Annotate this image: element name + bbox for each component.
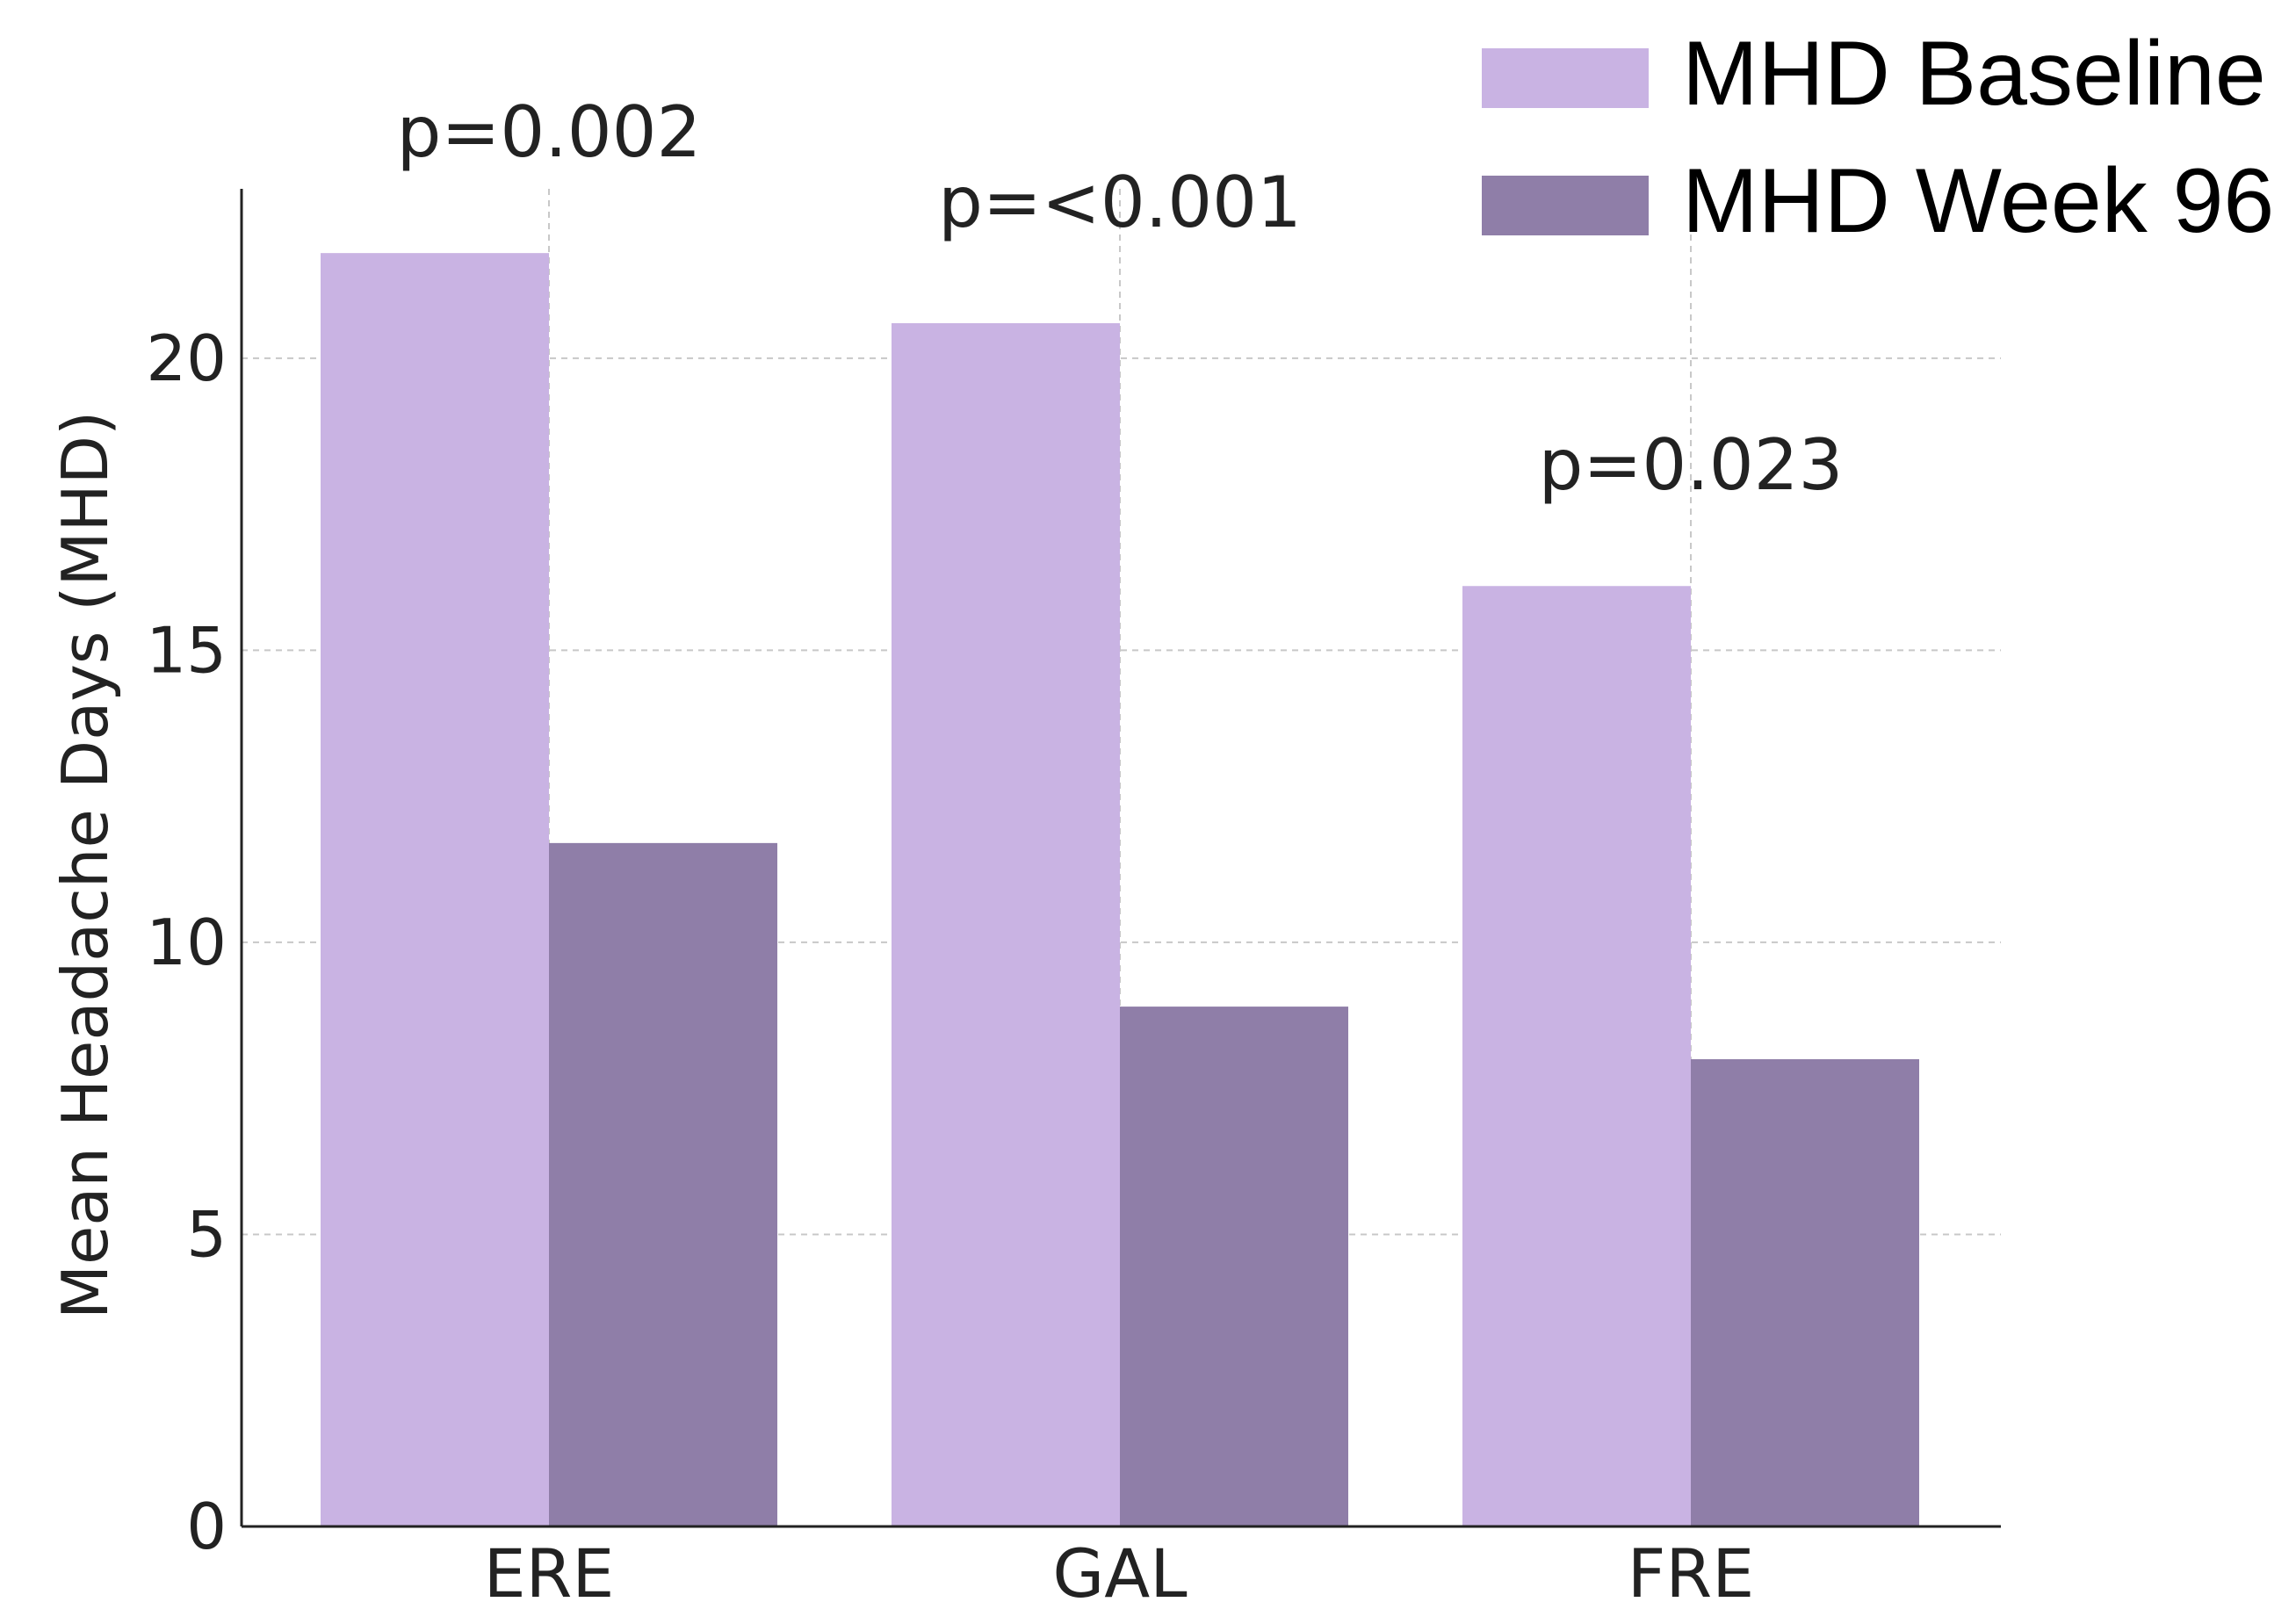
bars bbox=[321, 253, 1919, 1526]
y-tick-label-20: 20 bbox=[146, 321, 227, 395]
y-tick-label-10: 10 bbox=[146, 906, 227, 979]
p-value-annotations: p=0.002 p=<0.001 p=0.023 bbox=[397, 91, 1844, 506]
bar-mhd-week-96-ere bbox=[549, 842, 777, 1526]
bar-mhd-week-96-gal bbox=[1120, 1007, 1348, 1526]
legend-swatch-mhd-baseline bbox=[1482, 48, 1649, 108]
x-tick-label-gal: GAL bbox=[1052, 1534, 1187, 1602]
y-tick-label-5: 5 bbox=[186, 1197, 227, 1271]
bar-mhd-baseline-fre bbox=[1462, 586, 1691, 1526]
legend: MHD Baseline MHD Week 96 bbox=[1482, 23, 2274, 252]
p-value-annotation-gal: p=<0.001 bbox=[938, 162, 1302, 243]
y-axis-label: Mean Headache Days (MHD) bbox=[48, 411, 122, 1319]
bar-mhd-baseline-gal bbox=[892, 322, 1120, 1526]
p-value-annotation-fre: p=0.023 bbox=[1539, 424, 1844, 506]
p-value-annotation-ere: p=0.002 bbox=[397, 91, 702, 173]
y-tick-label-15: 15 bbox=[146, 613, 227, 687]
x-tick-label-ere: ERE bbox=[484, 1534, 615, 1602]
y-axis-ticks: 0 5 10 15 20 bbox=[146, 321, 227, 1563]
x-axis-ticks: ERE GAL FRE bbox=[484, 1534, 1755, 1602]
axes bbox=[240, 189, 2001, 1528]
legend-label-mhd-baseline: MHD Baseline bbox=[1682, 23, 2266, 125]
y-tick-label-0: 0 bbox=[186, 1490, 227, 1563]
bar-mhd-baseline-ere bbox=[321, 253, 549, 1526]
legend-label-mhd-week-96: MHD Week 96 bbox=[1682, 150, 2274, 252]
bar-mhd-week-96-fre bbox=[1691, 1058, 1919, 1526]
x-tick-label-fre: FRE bbox=[1628, 1534, 1755, 1602]
legend-swatch-mhd-week-96 bbox=[1482, 176, 1649, 235]
